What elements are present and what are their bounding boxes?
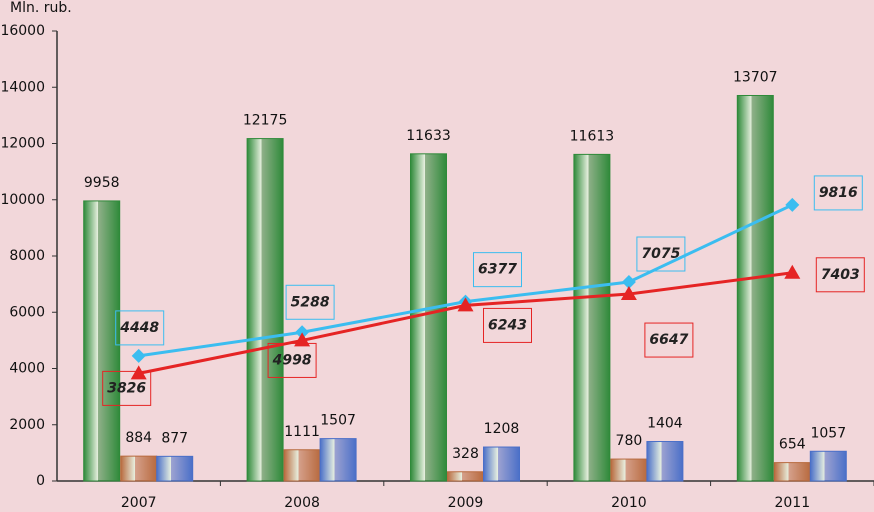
bar <box>483 446 520 482</box>
label-box <box>267 342 317 378</box>
value-label: 1057 <box>810 425 846 441</box>
label-box <box>473 252 522 288</box>
marker <box>785 197 800 212</box>
bar <box>283 449 321 482</box>
value-label: 1404 <box>647 416 683 432</box>
marker <box>130 365 147 380</box>
value-label: 1208 <box>484 421 520 437</box>
y-axis-label: Mln. rub. <box>10 0 72 16</box>
value-label: 877 <box>161 430 188 446</box>
value-label: 9816 <box>819 185 858 201</box>
bar <box>156 455 194 482</box>
value-label: 4998 <box>272 352 312 368</box>
x-tick-label: 2011 <box>774 495 810 511</box>
bar <box>610 458 648 482</box>
bar <box>809 450 847 482</box>
y-tick-label: 4000 <box>9 361 45 377</box>
marker <box>621 275 636 290</box>
marker <box>620 286 637 301</box>
marker <box>131 348 146 363</box>
value-label: 6243 <box>488 317 527 333</box>
value-label: 6647 <box>649 332 688 348</box>
label-box <box>644 322 694 358</box>
x-tick-label: 2007 <box>121 495 157 511</box>
value-label: 1507 <box>320 413 356 429</box>
x-tick-label: 2010 <box>611 495 647 511</box>
bar <box>246 138 284 482</box>
y-tick-label: 10000 <box>0 192 45 208</box>
value-label: 3826 <box>107 380 146 396</box>
value-label: 654 <box>779 437 806 453</box>
value-label: 13707 <box>733 69 778 85</box>
label-box <box>115 310 165 346</box>
bar <box>646 441 684 482</box>
bar <box>120 455 158 482</box>
marker <box>457 297 474 312</box>
value-label: 328 <box>452 446 479 462</box>
label-box <box>815 257 865 293</box>
marker <box>295 325 310 340</box>
value-label: 5288 <box>291 294 330 310</box>
y-tick-label: 2000 <box>9 417 45 433</box>
value-label: 6377 <box>478 262 517 278</box>
value-label: 1111 <box>284 424 320 440</box>
y-tick-label: 6000 <box>9 304 45 320</box>
y-tick-label: 12000 <box>0 136 45 152</box>
value-label: 11613 <box>570 128 615 144</box>
label-box <box>636 236 686 272</box>
y-tick-label: 8000 <box>9 248 45 264</box>
label-box <box>285 284 335 320</box>
value-label: 4448 <box>119 320 159 336</box>
y-tick-label: 16000 <box>0 23 45 39</box>
x-tick-label: 2009 <box>448 495 484 511</box>
bar <box>410 153 447 482</box>
bar <box>83 200 121 482</box>
y-tick-label: 14000 <box>0 79 45 95</box>
bar <box>319 438 357 482</box>
value-label: 7403 <box>821 267 860 283</box>
value-label: 11633 <box>406 128 451 144</box>
bar <box>447 471 484 482</box>
y-tick-label: 0 <box>36 473 45 489</box>
bar <box>573 153 611 482</box>
label-box <box>813 175 863 211</box>
value-label: 9958 <box>84 175 120 191</box>
label-box <box>102 370 152 406</box>
value-label: 780 <box>616 433 643 449</box>
marker <box>784 264 801 279</box>
value-label: 7075 <box>641 246 680 262</box>
value-label: 884 <box>125 430 152 446</box>
label-box <box>483 307 532 343</box>
bar <box>736 94 774 482</box>
value-label: 12175 <box>243 113 288 129</box>
x-tick-label: 2008 <box>284 495 320 511</box>
bar <box>773 462 811 482</box>
